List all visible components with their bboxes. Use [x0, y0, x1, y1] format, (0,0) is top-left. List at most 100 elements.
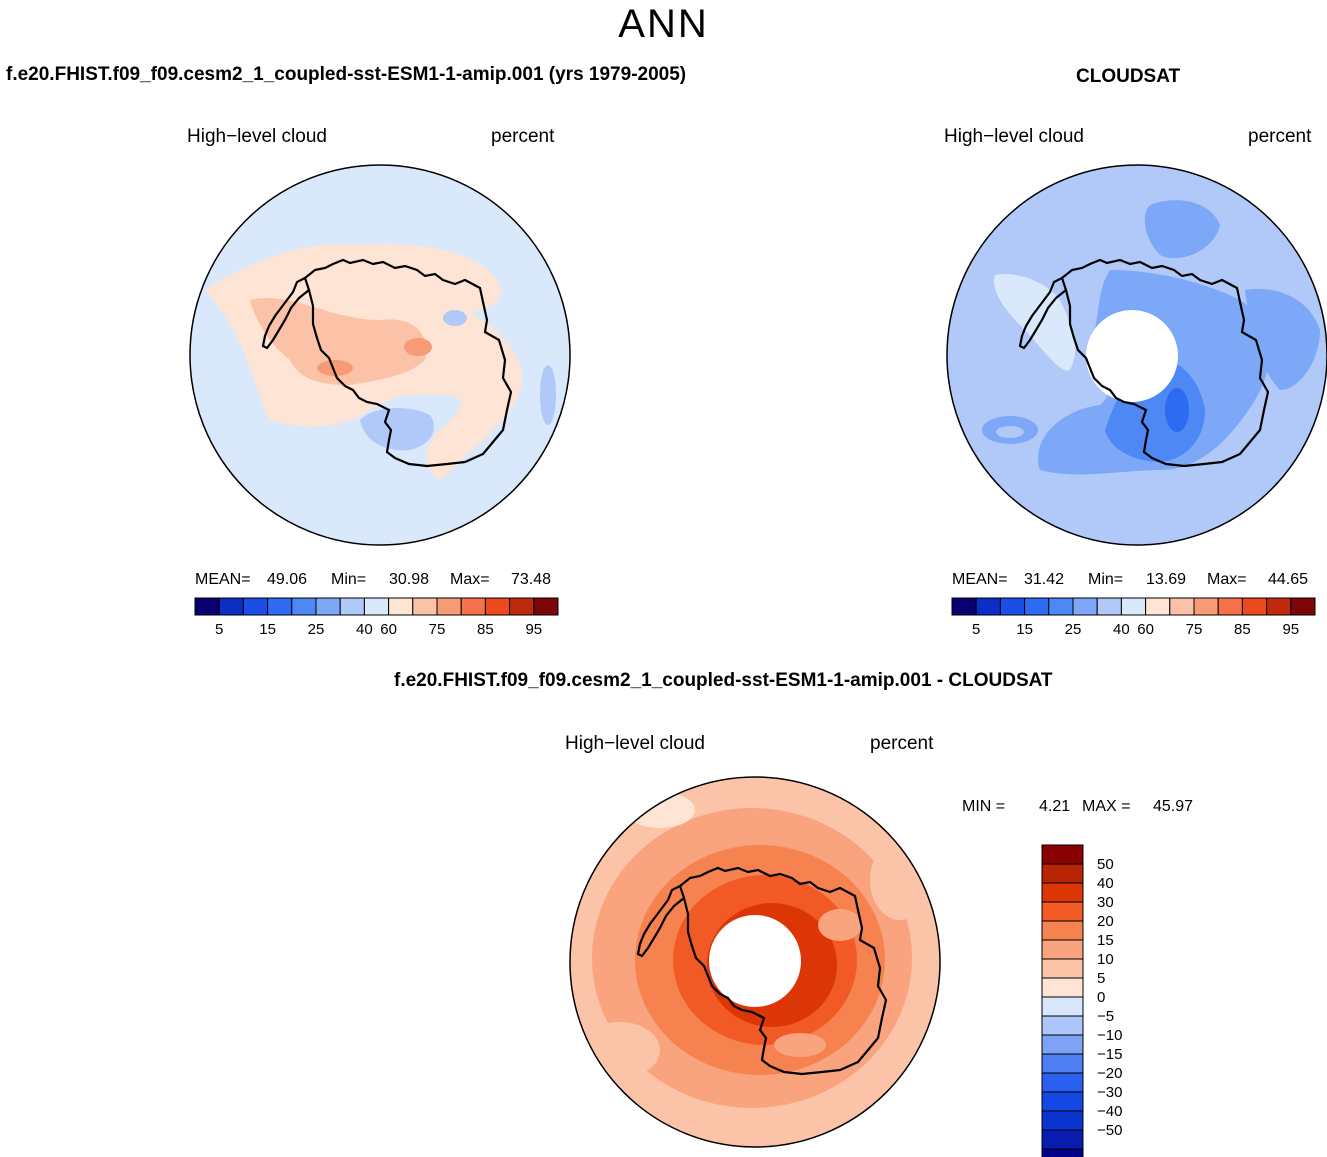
- obs-colorbar: 5 15 25 40 60 75 85 95: [951, 597, 1316, 638]
- model-min-value: 30.98: [389, 571, 430, 588]
- obs-colorbar-bin: [999, 597, 1026, 616]
- obs-colorbar-bin: [1024, 597, 1050, 616]
- model-colorbar-bin: [363, 597, 390, 616]
- diff-colorbar-bin: [1041, 958, 1084, 979]
- model-panel-title: f.e20.FHIST.f09_f09.cesm2_1_coupled-sst-…: [6, 64, 687, 85]
- diff-colorbar-bin: [1041, 882, 1084, 903]
- obs-map: [946, 164, 1327, 546]
- model-map: [189, 164, 571, 546]
- diff-colorbar-bin: [1041, 1053, 1084, 1074]
- diff-colorbar-tick-label: 15: [1097, 932, 1114, 949]
- model-colorbar-bin: [194, 597, 220, 616]
- diff-colorbar-tick-label: 40: [1097, 875, 1114, 892]
- model-field-orange: [250, 297, 427, 385]
- model-mean-label: MEAN=: [195, 571, 251, 588]
- diff-colorbar-tick-label: 10: [1097, 951, 1114, 968]
- obs-colorbar-bin: [1072, 597, 1098, 616]
- diff-colorbar-tick-label: −10: [1097, 1027, 1122, 1044]
- model-colorbar-bin: [291, 597, 317, 616]
- obs-min-label: Min=: [1088, 571, 1124, 588]
- model-colorbar-bin: [412, 597, 438, 616]
- obs-max-label: Max=: [1207, 571, 1247, 588]
- diff-min-value: 4.21: [1039, 798, 1071, 815]
- diff-colorbar-tick-label: 30: [1097, 894, 1114, 911]
- diff-colorbar-bin: [1041, 1110, 1084, 1131]
- obs-mean-label: MEAN=: [952, 571, 1008, 588]
- diff-colorbar-tick-label: −5: [1097, 1008, 1114, 1025]
- diff-colorbar-tick-label: 5: [1097, 970, 1105, 987]
- obs-colorbar-tick-label: 75: [1186, 621, 1203, 638]
- model-colorbar-tick-label: 40: [356, 621, 373, 638]
- obs-colorbar-bin: [1290, 597, 1316, 616]
- diff-colorbar-bin: [1041, 1072, 1084, 1093]
- diff-colorbar-bin: [1041, 1015, 1084, 1036]
- model-colorbar-tick-label: 60: [380, 621, 397, 638]
- model-colorbar-bin: [436, 597, 462, 616]
- model-colorbar-bin: [388, 597, 414, 616]
- model-colorbar-bin: [315, 597, 341, 616]
- obs-colorbar-tick-label: 60: [1137, 621, 1154, 638]
- diff-colorbar-bin: [1041, 996, 1084, 1017]
- diff-variable-label: High−level cloud: [565, 733, 705, 754]
- diff-colorbar-tick-label: 20: [1097, 913, 1114, 930]
- diff-colorbar-tick-label: −20: [1097, 1065, 1122, 1082]
- model-colorbar-tick-label: 25: [308, 621, 325, 638]
- obs-colorbar-tick-label: 15: [1016, 621, 1033, 638]
- obs-colorbar-bin: [975, 597, 1001, 616]
- model-units-label: percent: [491, 126, 555, 147]
- model-field-peak-2: [404, 338, 432, 356]
- model-field-blue: [360, 408, 434, 451]
- obs-colorbar-tick-label: 25: [1065, 621, 1082, 638]
- obs-field-min: [1165, 388, 1189, 432]
- obs-colorbar-tick-label: 40: [1113, 621, 1130, 638]
- model-colorbar-bin: [533, 597, 559, 616]
- obs-min-value: 13.69: [1146, 571, 1187, 588]
- model-colorbar-tick-label: 85: [477, 621, 494, 638]
- diff-units-label: percent: [870, 733, 934, 754]
- diff-colorbar-tick-label: −50: [1097, 1122, 1122, 1139]
- diff-colorbar-tick-label: −30: [1097, 1084, 1122, 1101]
- diff-colorbar-bin: [1041, 1129, 1084, 1150]
- diff-colorbar-bin: [1041, 1091, 1084, 1112]
- obs-units-label: percent: [1248, 126, 1312, 147]
- diff-min-label: MIN =: [962, 798, 1006, 815]
- obs-colorbar-bin: [1169, 597, 1195, 616]
- obs-colorbar-bin: [1266, 597, 1292, 616]
- diff-colorbar-tick-label: 50: [1097, 856, 1114, 873]
- obs-colorbar-bin: [1241, 597, 1268, 616]
- diff-panel-title: f.e20.FHIST.f09_f09.cesm2_1_coupled-sst-…: [394, 670, 1053, 691]
- obs-colorbar-bin: [1048, 597, 1074, 616]
- model-colorbar-tick-label: 5: [215, 621, 223, 638]
- diff-colorbar-bin: [1041, 939, 1084, 960]
- page-title: ANN: [618, 2, 709, 46]
- model-colorbar-bin: [460, 597, 486, 616]
- obs-colorbar-bin: [951, 597, 977, 616]
- obs-mean-value: 31.42: [1024, 571, 1065, 588]
- diff-colorbar-bin: [1041, 977, 1084, 998]
- obs-colorbar-tick-label: 95: [1282, 621, 1299, 638]
- model-colorbar-bin: [218, 597, 244, 616]
- diff-colorbar-bin: [1041, 901, 1084, 922]
- diff-colorbar-bin: [1041, 920, 1084, 941]
- model-field-peak: [317, 360, 353, 376]
- obs-variable-label: High−level cloud: [944, 126, 1084, 147]
- model-colorbar-bin: [339, 597, 365, 616]
- model-max-label: Max=: [450, 571, 490, 588]
- model-colorbar-tick-label: 75: [429, 621, 446, 638]
- diff-colorbar-tick-label: −15: [1097, 1046, 1122, 1063]
- model-colorbar-tick-label: 95: [525, 621, 542, 638]
- obs-max-value: 44.65: [1268, 571, 1309, 588]
- model-colorbar-bin: [242, 597, 269, 616]
- diff-colorbar-bin: [1041, 1034, 1084, 1055]
- diff-map: [569, 776, 941, 1148]
- diff-colorbar-bin: [1041, 863, 1084, 884]
- model-colorbar-tick-label: 15: [259, 621, 276, 638]
- obs-colorbar-bin: [1145, 597, 1171, 616]
- diff-colorbar-tick-label: 0: [1097, 989, 1105, 1006]
- obs-panel-title: CLOUDSAT: [1076, 66, 1181, 87]
- model-colorbar-bin: [509, 597, 535, 616]
- obs-colorbar-tick-label: 85: [1234, 621, 1251, 638]
- model-colorbar: 5 15 25 40 60 75 85 95: [194, 597, 559, 638]
